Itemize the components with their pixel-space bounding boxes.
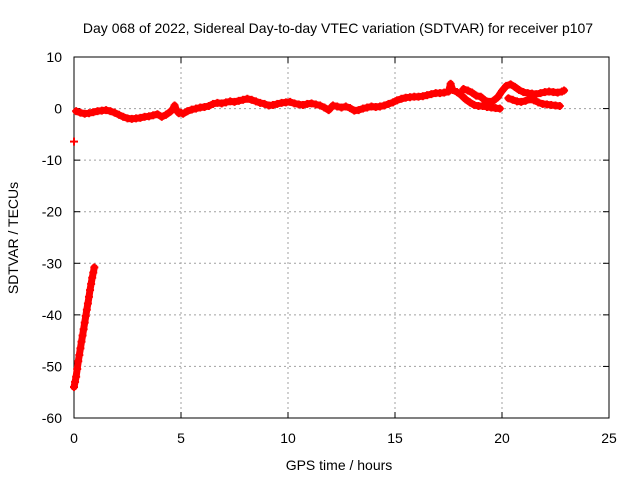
x-tick-label: 25 — [601, 430, 617, 446]
data-trace — [460, 80, 568, 106]
data-points — [70, 79, 569, 392]
y-tick-label: 0 — [54, 101, 62, 117]
axis-ticks: 0 5 10 15 20 25 -60 -50 -40 -30 -20 -10 0 10 — [42, 49, 617, 446]
y-tick-label: -10 — [42, 152, 62, 168]
x-tick-label: 15 — [387, 430, 403, 446]
y-tick-label: -40 — [42, 307, 62, 323]
data-point — [70, 137, 78, 146]
y-tick-label: -30 — [42, 255, 62, 271]
data-trace — [70, 263, 98, 391]
y-tick-label: -50 — [42, 358, 62, 374]
x-tick-label: 10 — [280, 430, 296, 446]
y-tick-label: -60 — [42, 410, 62, 426]
plot-frame — [73, 56, 610, 419]
y-tick-label: 10 — [46, 49, 62, 65]
x-axis-label: GPS time / hours — [286, 457, 393, 473]
x-tick-label: 0 — [70, 430, 78, 446]
x-tick-label: 20 — [494, 430, 510, 446]
grid-lines — [74, 57, 609, 418]
x-tick-label: 5 — [177, 430, 185, 446]
y-axis-label: SDTVAR / TECUs — [5, 182, 21, 294]
y-tick-label: -20 — [42, 204, 62, 220]
data-trace — [72, 80, 504, 123]
data-trace — [504, 94, 564, 110]
chart-title: Day 068 of 2022, Sidereal Day-to-day VTE… — [83, 20, 593, 36]
